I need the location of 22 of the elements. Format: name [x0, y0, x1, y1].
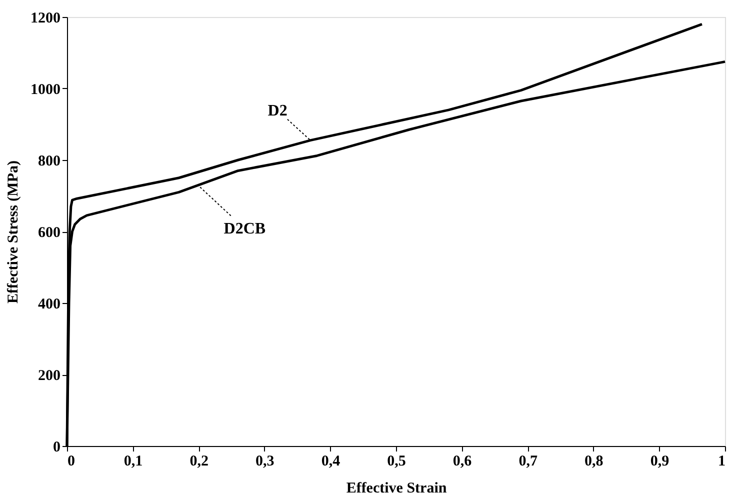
y-axis-title: Effective Stress (MPa)	[6, 160, 22, 304]
y-tick-label: 400	[38, 296, 60, 312]
y-tick-label: 1000	[30, 82, 60, 98]
x-tick-label: 0,5	[387, 454, 406, 470]
x-tick-label: 0,7	[518, 454, 538, 470]
y-tick-label: 0	[53, 440, 60, 456]
y-tick-label: 800	[38, 154, 60, 170]
x-tick-label: 1	[718, 454, 726, 470]
x-tick-label: 0,9	[650, 454, 670, 470]
x-tick-label: 0	[68, 454, 75, 470]
annotation: D2	[268, 102, 288, 120]
y-tick-label: 600	[38, 225, 60, 241]
x-tick-label: 0,1	[124, 454, 143, 470]
x-tick-label: 0,2	[190, 454, 208, 470]
annotation: D2CB	[224, 220, 266, 238]
x-tick-label: 0,3	[256, 454, 274, 470]
y-tick-label: 200	[38, 368, 60, 384]
y-tick-label: 1200	[30, 10, 60, 26]
x-axis-title: Effective Strain	[346, 480, 448, 496]
x-tick-label: 0,8	[584, 454, 604, 470]
x-tick-label: 0,6	[452, 454, 472, 470]
x-tick-label: 0,4	[321, 454, 341, 470]
